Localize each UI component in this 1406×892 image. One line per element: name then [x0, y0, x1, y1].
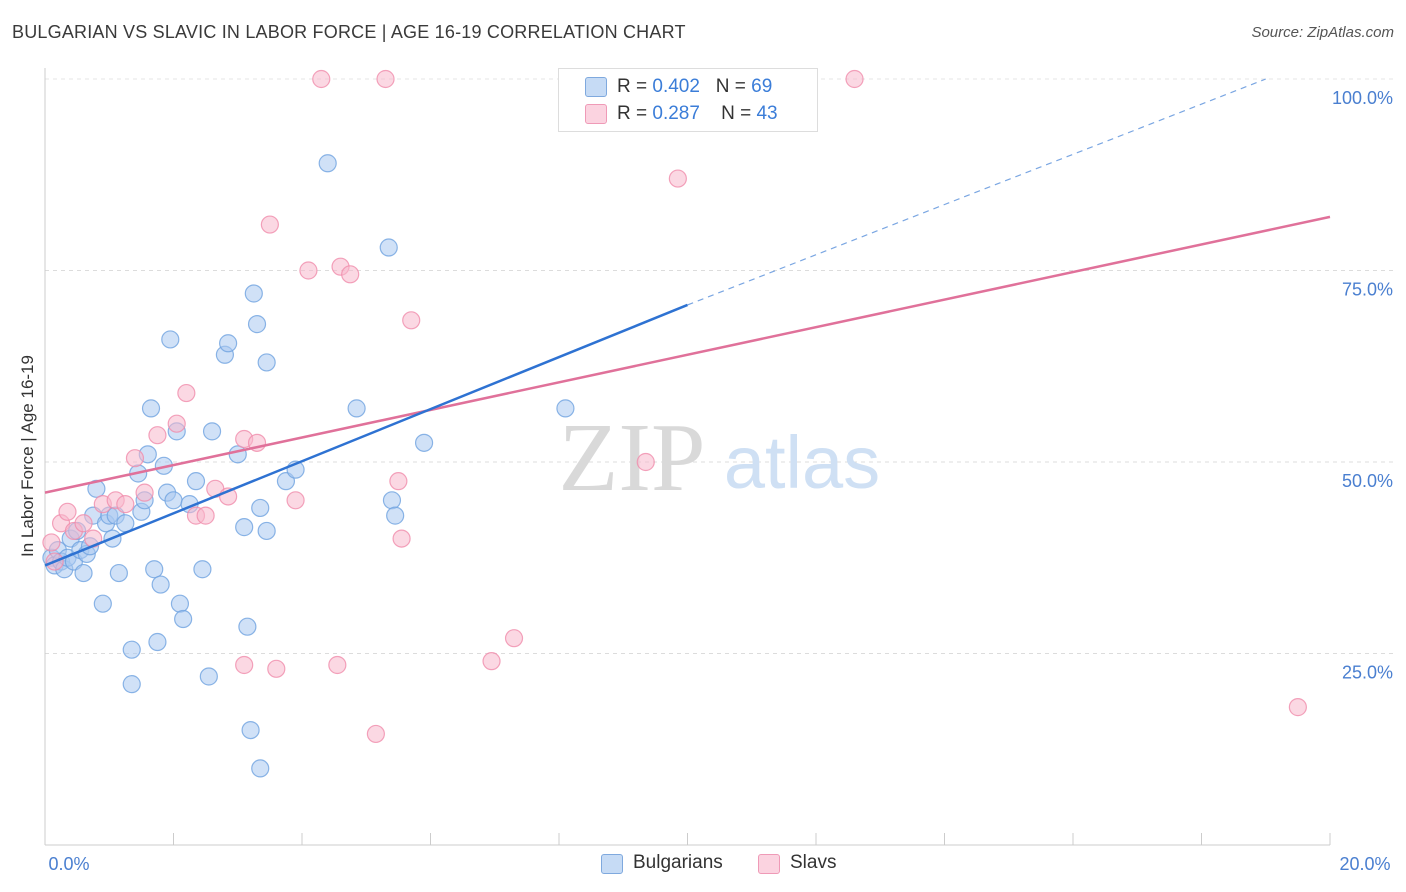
bulgarians-point [145, 560, 164, 579]
source-label: Source: ZipAtlas.com [1251, 24, 1394, 41]
gridlines [45, 78, 1393, 654]
bulgarians-point [244, 284, 263, 303]
bottom-swatch-slavs [758, 854, 780, 874]
correlation-legend: R = 0.402 N = 69 R = 0.287 N = 43 [558, 68, 818, 132]
slavs-point [845, 69, 864, 89]
bulgarians-point [161, 330, 180, 349]
bulgarians-point [556, 399, 575, 418]
y-axis-label: In Labor Force | Age 16-19 [18, 355, 37, 557]
slavs-point [312, 69, 331, 89]
bulgarians-point [241, 720, 260, 740]
bulgarians-point [186, 472, 206, 491]
slavs-point [376, 69, 395, 89]
bulgarians-point [228, 445, 247, 464]
tick-labels: 25.0% 50.0% 75.0% 100.0% 0.0% 20.0% [48, 88, 1393, 874]
bulgarians-point [141, 399, 161, 418]
slavs-point [196, 506, 215, 525]
slavs-point [1288, 698, 1307, 717]
bulgarians-point [382, 491, 402, 510]
slavs-point [504, 629, 524, 648]
bulgarians-point [347, 399, 366, 418]
watermark-atlas: atlas [724, 421, 880, 504]
bulgarians-point [318, 154, 337, 173]
bottom-swatch-bulgarians [601, 854, 623, 874]
bulgarians-point [74, 563, 93, 583]
bulgarians-point [257, 521, 276, 541]
y-tick-label: 75.0% [1342, 280, 1393, 300]
slavs-point [167, 414, 186, 433]
bulgarians-point [151, 575, 170, 594]
slavs-trend-line [44, 215, 1331, 494]
slavs-point [636, 452, 655, 472]
slavs-point [402, 311, 421, 330]
slavs-point [116, 495, 135, 514]
legend-swatch-bulgarians [585, 77, 607, 97]
bulgarians-point [174, 609, 193, 629]
slavs-point [42, 533, 61, 552]
slavs-point [328, 655, 347, 675]
bulgarians-point [257, 353, 276, 372]
bulgarians-point [109, 563, 128, 583]
trend-lines [44, 78, 1331, 567]
y-tick-label: 25.0% [1342, 663, 1393, 683]
watermark-zip: ZIP [559, 404, 706, 512]
slavs-point [341, 265, 360, 284]
x-tick-label-min: 0.0% [48, 854, 89, 874]
slavs-point [668, 169, 687, 188]
bulgarians-point [414, 433, 434, 452]
legend-text-slavs: R = 0.287 N = 43 [617, 103, 778, 124]
slavs-point [125, 449, 145, 468]
bulgarians-point [247, 315, 267, 334]
slavs-point [260, 215, 279, 234]
bulgarians-point [193, 560, 212, 579]
slavs-point [267, 659, 286, 678]
bulgarians-point [235, 518, 254, 537]
x-tick-label-max: 20.0% [1339, 854, 1390, 874]
slavs-point [299, 261, 318, 280]
bulgarians-point [238, 617, 257, 636]
bulgarians-points [42, 154, 575, 778]
slavs-point [286, 491, 305, 510]
bulgarians-point [386, 506, 405, 525]
bulgarians-point [164, 491, 183, 510]
slavs-point [366, 724, 385, 744]
slavs-point [58, 502, 77, 521]
bulgarians-trend-line [44, 303, 688, 567]
legend-text-bulgarians: R = 0.402 N = 69 [617, 76, 773, 97]
bottom-label-bulgarians: Bulgarians [633, 852, 723, 873]
axes [44, 68, 1331, 846]
bulgarians-point [219, 334, 238, 353]
slavs-point [235, 655, 254, 675]
slavs-point [74, 514, 93, 533]
bulgarians-point [251, 759, 270, 778]
slavs-point [177, 383, 196, 403]
bulgarians-point [122, 640, 141, 659]
bulgarians-point [170, 594, 190, 613]
slavs-point [135, 483, 154, 502]
bulgarians-point [122, 675, 141, 694]
bulgarians-point [199, 667, 218, 686]
bottom-label-slavs: Slavs [790, 852, 837, 873]
bulgarians-trend-extension [687, 78, 1266, 306]
y-tick-label: 50.0% [1342, 471, 1393, 491]
slavs-point [389, 472, 408, 491]
legend-swatch-slavs [585, 104, 607, 124]
bulgarians-point [251, 498, 270, 518]
y-tick-label: 100.0% [1332, 88, 1393, 108]
slavs-point [148, 426, 167, 445]
slavs-point [392, 529, 411, 548]
chart-title: BULGARIAN VS SLAVIC IN LABOR FORCE | AGE… [12, 22, 686, 42]
bulgarians-point [87, 479, 106, 498]
slavs-point [482, 652, 501, 671]
bulgarians-point [148, 632, 167, 652]
bulgarians-point [202, 422, 222, 441]
bulgarians-point [379, 238, 398, 257]
slavs-points [42, 69, 1307, 744]
bulgarians-point [93, 594, 112, 613]
